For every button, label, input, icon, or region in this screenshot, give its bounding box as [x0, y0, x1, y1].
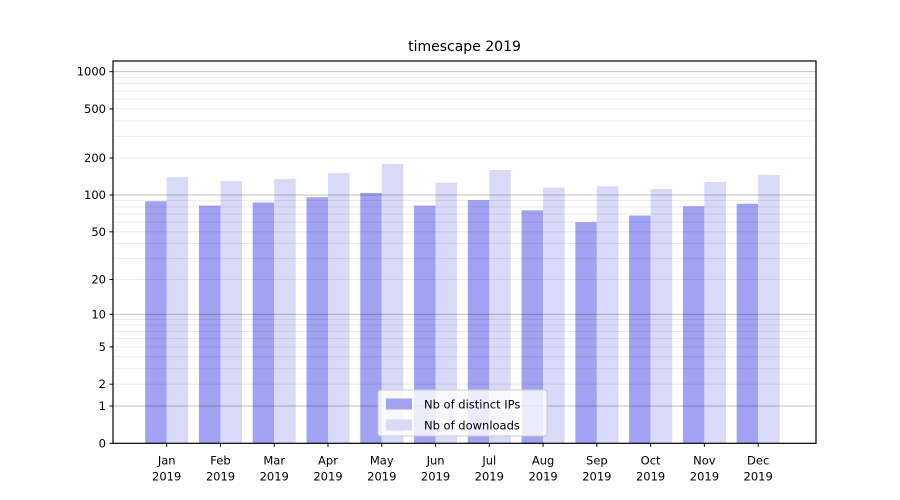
- bar-feb-downloads: [220, 181, 242, 444]
- x-tick-label-month: Aug: [532, 454, 554, 468]
- y-tick-label: 200: [84, 151, 106, 165]
- y-tick-label: 0: [99, 436, 106, 450]
- y-tick-label: 5: [99, 340, 106, 354]
- bar-nov-distinct-ips: [682, 206, 705, 444]
- bar-oct-distinct-ips: [629, 215, 651, 444]
- x-tick-label-month: Apr: [318, 454, 338, 468]
- bar-mar-downloads: [274, 179, 296, 444]
- x-tick-label-year: 2019: [744, 470, 773, 484]
- bar-nov-downloads: [704, 181, 726, 444]
- x-tick-label-month: May: [370, 454, 394, 468]
- x-tick-label-year: 2019: [313, 470, 342, 484]
- y-tick-label: 1000: [77, 65, 106, 79]
- bar-oct-downloads: [650, 189, 673, 444]
- x-tick-label-year: 2019: [528, 470, 557, 484]
- bar-aug-downloads: [543, 187, 565, 444]
- x-tick-label-year: 2019: [152, 470, 181, 484]
- bar-apr-distinct-ips: [306, 197, 329, 444]
- bar-sep-distinct-ips: [575, 222, 597, 444]
- bar-dec-downloads: [758, 174, 780, 444]
- x-tick-label-year: 2019: [367, 470, 396, 484]
- bar-may-downloads: [381, 163, 404, 444]
- bar-jan-downloads: [166, 177, 189, 444]
- bar-jan-distinct-ips: [145, 201, 167, 444]
- bar-may-distinct-ips: [360, 192, 382, 444]
- bar-aug-distinct-ips: [521, 210, 544, 444]
- y-tick-label: 2: [99, 377, 106, 391]
- x-tick-label-year: 2019: [636, 470, 665, 484]
- x-tick-label-year: 2019: [421, 470, 450, 484]
- y-tick-label: 50: [91, 225, 106, 239]
- legend-label: Nb of distinct IPs: [424, 398, 520, 412]
- bar-dec-distinct-ips: [736, 203, 759, 444]
- x-tick-label-month: Dec: [747, 454, 769, 468]
- x-tick-label-year: 2019: [582, 470, 611, 484]
- bar-jun-downloads: [435, 182, 458, 444]
- y-tick-label: 100: [84, 188, 106, 202]
- legend-label: Nb of downloads: [424, 419, 520, 433]
- x-tick-label-month: Sep: [586, 454, 608, 468]
- y-tick-label: 10: [91, 307, 106, 321]
- chart-title: timescape 2019: [408, 39, 521, 55]
- x-tick-label-month: Jan: [157, 454, 176, 468]
- bar-jul-distinct-ips: [467, 200, 490, 444]
- bar-jul-downloads: [489, 169, 511, 444]
- x-tick-label-year: 2019: [260, 470, 289, 484]
- bar-sep-downloads: [596, 186, 619, 444]
- y-tick-label: 20: [91, 273, 106, 287]
- bar-mar-distinct-ips: [252, 202, 275, 444]
- x-tick-label-month: Jun: [426, 454, 445, 468]
- legend-swatch-distinct-ips: [386, 398, 412, 410]
- bar-jun-distinct-ips: [414, 205, 436, 444]
- legend: Nb of distinct IPs Nb of downloads: [377, 389, 548, 437]
- x-tick-label-month: Mar: [263, 454, 285, 468]
- legend-box: [377, 389, 548, 437]
- x-tick-label-month: Nov: [693, 454, 716, 468]
- y-tick-label: 1: [99, 399, 106, 413]
- x-tick-label-month: Jul: [481, 454, 496, 468]
- x-tick-label-month: Feb: [210, 454, 230, 468]
- y-tick-label: 500: [84, 102, 106, 116]
- x-tick-label-month: Oct: [641, 454, 661, 468]
- bar-feb-distinct-ips: [198, 205, 221, 444]
- bar-apr-downloads: [328, 173, 350, 444]
- x-tick-label-year: 2019: [690, 470, 719, 484]
- plot-border: [112, 60, 817, 444]
- legend-swatch-downloads: [386, 419, 412, 431]
- x-tick-label-year: 2019: [475, 470, 504, 484]
- x-tick-label-year: 2019: [206, 470, 235, 484]
